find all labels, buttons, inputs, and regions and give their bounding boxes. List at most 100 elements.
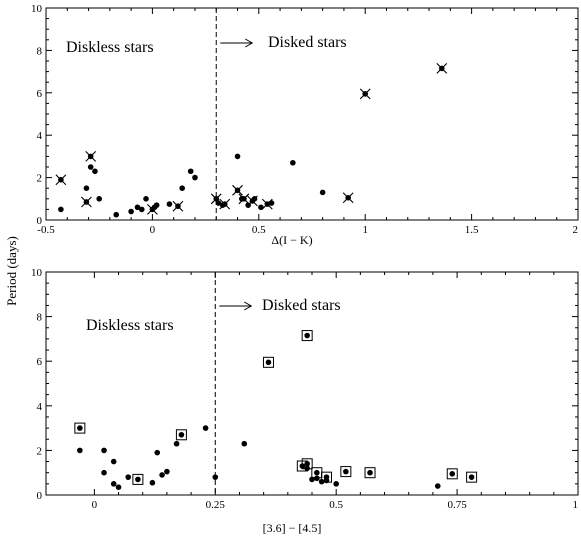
- data-point: [77, 447, 83, 454]
- x-tick-label: 0: [150, 224, 156, 236]
- data-point: [115, 484, 122, 490]
- data-point: [202, 425, 209, 431]
- cross-marker-icon: [210, 193, 222, 205]
- y-tick-label: 4: [37, 401, 43, 413]
- annotation-diskless: Diskless stars: [66, 39, 154, 56]
- data-point: [319, 189, 326, 196]
- data-point: [138, 206, 145, 213]
- x-tick-label: 0.25: [206, 499, 226, 511]
- x-tick-label: 0.5: [252, 224, 266, 236]
- data-point-boxed: [468, 474, 475, 480]
- cross-marker-icon: [359, 88, 371, 100]
- data-point: [128, 208, 134, 215]
- cross-marker-icon: [219, 198, 231, 210]
- data-point-boxed: [304, 460, 310, 467]
- square-marker-icon: [340, 466, 352, 478]
- data-point: [87, 164, 94, 170]
- data-point: [212, 474, 219, 480]
- x-tick-label: 2: [573, 224, 579, 236]
- square-marker-icon: [262, 356, 274, 368]
- square-marker-icon: [446, 468, 458, 480]
- cross-marker-icon: [261, 198, 273, 210]
- square-marker-icon: [466, 471, 478, 483]
- y-tick-label: 0: [37, 215, 43, 227]
- data-point: [192, 174, 198, 181]
- data-point-boxed: [304, 332, 310, 339]
- data-point-boxed: [343, 468, 349, 475]
- cross-marker-icon: [247, 195, 258, 207]
- data-point: [110, 481, 117, 487]
- cross-marker-icon: [238, 193, 250, 205]
- data-point: [101, 469, 107, 476]
- cross-marker-icon: [436, 63, 448, 74]
- data-point-boxed: [135, 476, 141, 483]
- data-point: [101, 447, 107, 454]
- cross-marker-icon: [81, 196, 92, 208]
- x-tick-label: 1: [362, 224, 368, 236]
- arrowhead-icon: [244, 301, 253, 311]
- data-point: [434, 483, 441, 489]
- y-tick-label: 2: [37, 445, 43, 457]
- data-point-boxed: [449, 471, 456, 477]
- shared-ylabel: Period (days): [4, 236, 19, 306]
- annotation-diskless: Diskless stars: [86, 317, 174, 334]
- y-tick-label: 10: [31, 267, 43, 279]
- annotation-disked: Disked stars: [268, 34, 347, 51]
- data-point: [166, 201, 173, 207]
- data-point: [143, 196, 149, 202]
- cross-marker-icon: [232, 184, 243, 196]
- square-marker-icon: [132, 473, 144, 485]
- data-point: [134, 204, 141, 211]
- data-point-boxed: [314, 469, 320, 476]
- y-tick-label: 6: [37, 356, 43, 368]
- data-point: [96, 196, 102, 202]
- x-tick-label: -0.5: [37, 224, 55, 236]
- data-point: [154, 449, 161, 456]
- data-point: [333, 481, 339, 487]
- square-marker-icon: [175, 429, 187, 441]
- cross-marker-icon: [342, 192, 354, 204]
- x-tick-label: 0.5: [329, 499, 343, 511]
- data-point: [110, 458, 117, 465]
- x-axis-label: Δ(I − K): [271, 233, 312, 247]
- square-marker-icon: [364, 467, 376, 479]
- x-axis-label: [3.6] − [4.5]: [263, 521, 322, 535]
- y-tick-label: 0: [37, 490, 43, 502]
- y-tick-label: 8: [37, 312, 43, 324]
- x-tick-label: 0: [92, 499, 98, 511]
- data-point: [290, 159, 296, 166]
- data-point: [234, 153, 241, 160]
- x-tick-label: 0.75: [447, 499, 467, 511]
- data-point: [314, 475, 320, 482]
- data-point: [164, 468, 170, 475]
- data-point: [187, 168, 194, 175]
- y-tick-label: 8: [37, 45, 43, 57]
- square-marker-icon: [74, 422, 86, 434]
- x-tick-label: 1: [573, 499, 579, 511]
- data-point: [58, 206, 64, 213]
- data-point: [125, 474, 132, 480]
- cross-marker-icon: [55, 174, 67, 186]
- cross-marker-icon: [172, 200, 184, 212]
- arrowhead-icon: [244, 38, 254, 48]
- cross-marker-icon: [85, 151, 97, 162]
- y-tick-label: 2: [37, 173, 43, 185]
- data-point: [173, 440, 180, 447]
- square-marker-icon: [321, 471, 333, 483]
- cross-marker-icon: [147, 204, 158, 215]
- y-tick-label: 4: [37, 130, 43, 142]
- annotation-disked: Disked stars: [262, 297, 341, 314]
- square-marker-icon: [301, 330, 313, 342]
- data-point: [149, 479, 156, 486]
- x-tick-label: 1.5: [465, 224, 479, 236]
- data-point: [159, 472, 165, 478]
- y-tick-label: 10: [31, 3, 43, 15]
- data-point: [83, 185, 90, 191]
- data-point-boxed: [265, 359, 272, 366]
- y-tick-label: 6: [37, 88, 43, 100]
- data-point: [92, 168, 98, 175]
- data-point-boxed: [77, 425, 83, 431]
